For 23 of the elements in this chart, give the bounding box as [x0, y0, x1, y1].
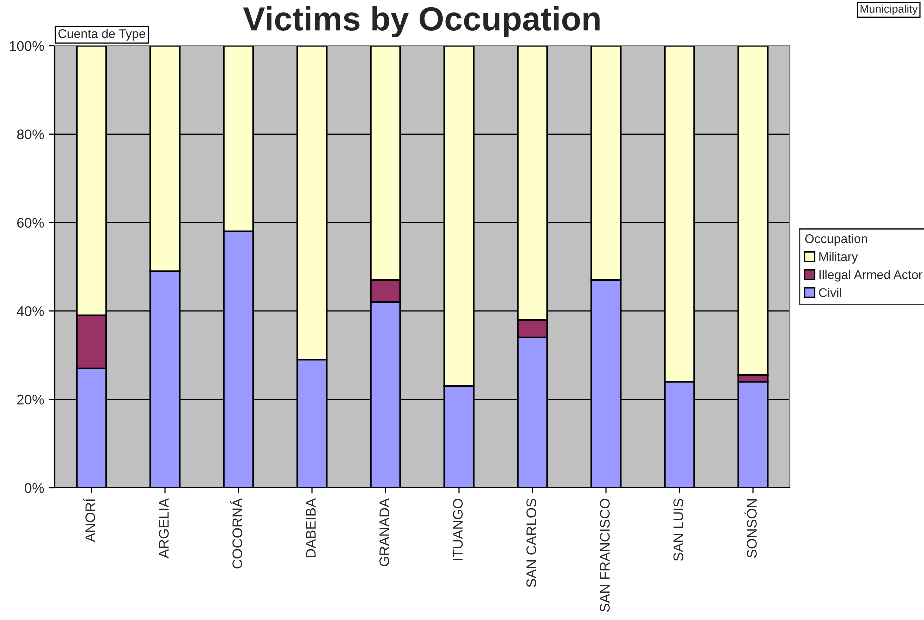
chart-title: Victims by Occupation [243, 6, 600, 38]
y-tick-label: 0% [25, 483, 44, 494]
x-tick-label: SAN LUIS [674, 499, 684, 562]
y-tick-label: 40% [17, 306, 44, 316]
x-tick-label: ITUANGO [453, 499, 463, 560]
legend-label: Military [820, 252, 858, 264]
y-tick-label: 100% [10, 41, 44, 52]
legend-title: Occupation [805, 234, 868, 246]
text: Municipality [860, 4, 918, 16]
x-tick-label: SONSÓN [744, 500, 757, 558]
x-tick-label: GRANADA [380, 498, 390, 566]
y-tick-label: 80% [17, 130, 44, 140]
x-tick-label: COCORNÁ [230, 498, 242, 569]
x-tick-label: ARGELIA [159, 498, 169, 559]
legend-label: Illegal Armed Actor [820, 270, 923, 282]
y-tick-label: 20% [17, 394, 44, 405]
x-tick-label: SAN CARLOS [526, 499, 536, 588]
y-tick-label: 60% [17, 218, 44, 228]
x-tick-label: ANORÍ [83, 498, 96, 542]
legend-label: Civil [819, 288, 842, 298]
x-tick-label: DABEIBA [306, 498, 316, 558]
text: Cuenta de Type [58, 29, 146, 41]
x-tick-label: SAN FRANCISCO [600, 499, 610, 612]
